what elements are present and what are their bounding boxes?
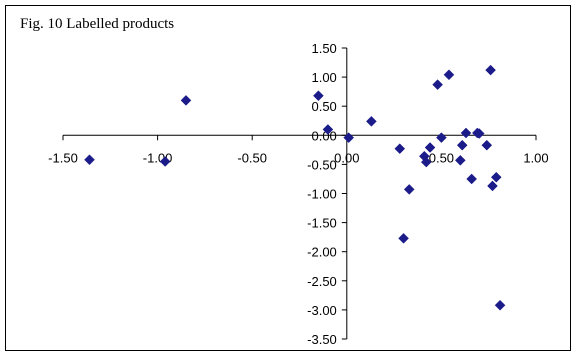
data-point <box>343 132 355 143</box>
data-point <box>403 184 415 195</box>
data-point <box>432 79 443 91</box>
data-point <box>420 156 432 168</box>
chart-frame <box>5 5 571 351</box>
data-point <box>313 90 324 102</box>
data-point <box>490 171 502 183</box>
y-tick-label: 1.50 <box>311 41 336 56</box>
y-tick-label: 0.50 <box>311 99 336 114</box>
data-point <box>436 132 447 143</box>
data-point <box>180 95 192 106</box>
data-points <box>84 64 506 311</box>
data-point <box>456 139 468 151</box>
data-point <box>159 156 171 167</box>
data-point <box>366 115 377 127</box>
data-point <box>398 232 409 244</box>
y-tick-label: -3.50 <box>307 332 337 347</box>
y-tick-label: -3.00 <box>307 303 337 318</box>
data-point <box>322 124 334 135</box>
axes <box>62 47 537 340</box>
data-point <box>481 139 493 151</box>
data-point <box>485 64 496 76</box>
data-point <box>487 180 498 192</box>
y-tick-label: -2.50 <box>307 274 337 289</box>
data-point <box>394 143 406 155</box>
y-tick-label: -1.50 <box>307 216 337 231</box>
y-tick-label: -0.50 <box>307 157 337 172</box>
x-tick-label: 1.00 <box>523 150 548 165</box>
data-point <box>84 154 95 166</box>
data-point <box>454 154 466 166</box>
x-tick-label: 0.00 <box>334 150 359 165</box>
data-point <box>466 173 478 185</box>
data-point <box>460 127 472 139</box>
y-tick-label: -2.00 <box>307 245 337 260</box>
tick-labels: -1.50 -1.00 -0.50 0.00 0.50 1.001.501.000.500… <box>48 41 548 347</box>
data-point <box>424 142 436 153</box>
data-point <box>494 299 506 311</box>
data-point <box>443 69 455 81</box>
x-tick-label: -1.50 <box>48 150 78 165</box>
data-point <box>473 128 485 139</box>
x-tick-label: -0.50 <box>237 150 267 165</box>
chart-title: Fig. 10 Labelled products <box>20 16 175 32</box>
y-tick-label: 1.00 <box>311 70 336 85</box>
x-tick-label: 0.50 <box>429 150 454 165</box>
y-tick-label: -1.00 <box>307 187 337 202</box>
